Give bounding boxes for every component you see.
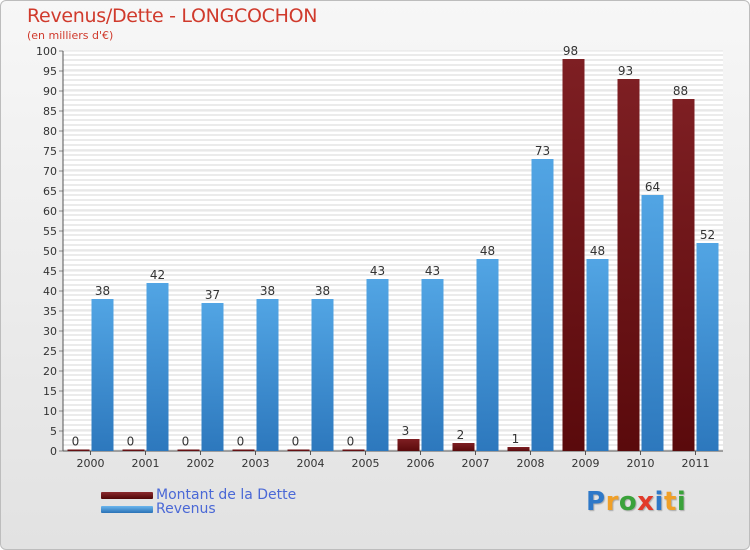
data-label-revenue: 73 <box>535 144 550 158</box>
y-tick-label: 5 <box>50 425 57 438</box>
bar-debt <box>122 449 145 451</box>
bar-debt <box>452 443 475 451</box>
y-tick-label: 45 <box>43 265 57 278</box>
data-label-debt: 0 <box>127 435 135 449</box>
y-tick-label: 85 <box>43 105 57 118</box>
bar-revenue <box>91 299 114 451</box>
x-tick-label: 2003 <box>242 457 270 470</box>
logo-letter: o <box>618 487 638 517</box>
y-tick-label: 20 <box>43 365 57 378</box>
data-label-debt: 3 <box>402 424 410 438</box>
data-label-debt: 93 <box>618 64 633 78</box>
data-label-debt: 2 <box>457 428 465 442</box>
y-tick-label: 0 <box>50 445 57 458</box>
logo-letter: i <box>676 487 687 517</box>
x-tick-label: 2001 <box>132 457 160 470</box>
data-label-revenue: 38 <box>95 284 110 298</box>
bar-revenue <box>311 299 334 451</box>
bar-debt <box>177 449 200 451</box>
y-tick-label: 90 <box>43 85 57 98</box>
y-tick-label: 95 <box>43 65 57 78</box>
bar-debt <box>672 99 695 451</box>
bar-revenue <box>531 159 554 451</box>
x-tick-label: 2006 <box>407 457 435 470</box>
y-tick-label: 60 <box>43 205 57 218</box>
x-tick-label: 2002 <box>187 457 215 470</box>
data-label-revenue: 38 <box>315 284 330 298</box>
logo-letter: P <box>586 487 606 517</box>
y-tick-label: 40 <box>43 285 57 298</box>
bar-revenue <box>366 279 389 451</box>
x-tick-label: 2005 <box>352 457 380 470</box>
x-tick-label: 2004 <box>297 457 325 470</box>
bar-revenue <box>201 303 224 451</box>
data-label-revenue: 48 <box>480 244 495 258</box>
data-label-revenue: 38 <box>260 284 275 298</box>
bar-revenue <box>586 259 609 451</box>
legend-item-debt: Montant de la Dette <box>101 487 296 503</box>
bar-debt <box>507 447 530 451</box>
bar-revenue <box>146 283 169 451</box>
bar-debt <box>287 449 310 451</box>
y-tick-label: 35 <box>43 305 57 318</box>
y-tick-label: 55 <box>43 225 57 238</box>
bar-debt <box>232 449 255 451</box>
data-label-debt: 0 <box>72 435 80 449</box>
y-tick-label: 25 <box>43 345 57 358</box>
legend-label-debt: Montant de la Dette <box>156 487 297 503</box>
data-label-revenue: 43 <box>370 264 385 278</box>
data-label-debt: 88 <box>673 84 688 98</box>
x-tick-label: 2000 <box>77 457 105 470</box>
data-label-debt: 0 <box>347 435 355 449</box>
x-tick-label: 2011 <box>682 457 710 470</box>
bar-debt <box>617 79 640 451</box>
y-tick-label: 15 <box>43 385 57 398</box>
x-tick-label: 2008 <box>517 457 545 470</box>
bar-debt <box>562 59 585 451</box>
bar-debt <box>342 449 365 451</box>
y-tick-label: 30 <box>43 325 57 338</box>
data-label-debt: 98 <box>563 44 578 58</box>
bar-revenue <box>476 259 499 451</box>
data-label-debt: 0 <box>292 435 300 449</box>
x-tick-label: 2010 <box>627 457 655 470</box>
data-label-revenue: 64 <box>645 180 660 194</box>
data-label-revenue: 52 <box>700 228 715 242</box>
logo-letter: r <box>605 487 619 517</box>
y-tick-label: 100 <box>36 45 57 58</box>
data-label-revenue: 42 <box>150 268 165 282</box>
x-tick-label: 2007 <box>462 457 490 470</box>
x-tick-label: 2009 <box>572 457 600 470</box>
bar-debt <box>67 449 90 451</box>
y-tick-label: 70 <box>43 165 57 178</box>
data-label-debt: 0 <box>237 435 245 449</box>
legend-label-revenue: Revenus <box>156 501 216 517</box>
bar-debt <box>397 439 420 451</box>
data-label-revenue: 48 <box>590 244 605 258</box>
y-tick-label: 50 <box>43 245 57 258</box>
bar-revenue <box>641 195 664 451</box>
bar-revenue <box>696 243 719 451</box>
y-tick-label: 65 <box>43 185 57 198</box>
bar-revenue <box>256 299 279 451</box>
data-label-revenue: 37 <box>205 288 220 302</box>
logo-letter: i <box>654 487 664 517</box>
data-label-debt: 1 <box>512 432 520 446</box>
y-tick-label: 10 <box>43 405 57 418</box>
logo-letter: x <box>637 487 655 517</box>
bar-revenue <box>421 279 444 451</box>
data-label-debt: 0 <box>182 435 190 449</box>
proxiti-logo: Proxiti <box>586 487 686 517</box>
legend-swatch-debt <box>101 491 153 499</box>
chart-subtitle: (en milliers d'€) <box>27 29 114 42</box>
chart-title: Revenus/Dette - LONGCOCHON <box>27 5 318 27</box>
legend-swatch-revenue <box>101 505 153 513</box>
legend-item-revenue: Revenus <box>101 501 216 517</box>
logo-letter: t <box>663 487 677 517</box>
data-label-revenue: 43 <box>425 264 440 278</box>
y-tick-label: 80 <box>43 125 57 138</box>
y-tick-label: 75 <box>43 145 57 158</box>
